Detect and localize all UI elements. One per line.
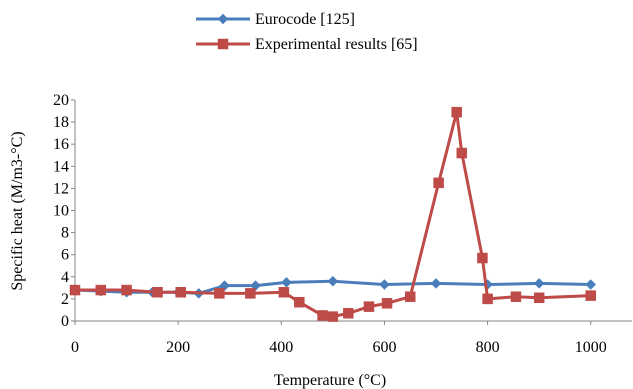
data-point — [175, 287, 186, 298]
x-tick-label: 800 — [476, 339, 500, 356]
data-point — [343, 308, 354, 319]
data-point — [533, 278, 545, 289]
x-tick-label: 200 — [166, 339, 190, 356]
data-point — [482, 293, 493, 305]
data-point — [327, 311, 339, 322]
legend-marker — [217, 38, 229, 50]
data-point — [456, 147, 468, 159]
data-point — [477, 252, 488, 264]
data-point — [95, 284, 107, 296]
y-tick-label: 20 — [53, 92, 69, 109]
data-point — [121, 284, 132, 296]
data-point — [152, 287, 163, 298]
data-point — [317, 310, 328, 321]
data-point — [381, 298, 393, 309]
y-tick-label: 8 — [61, 225, 69, 242]
data-point — [363, 301, 375, 312]
y-tick-label: 2 — [61, 291, 69, 308]
data-point — [245, 288, 256, 299]
y-tick-label: 18 — [53, 114, 69, 131]
legend-item: Experimental results [65] — [196, 36, 418, 53]
legend: Eurocode [125] Experimental results [65] — [196, 11, 418, 53]
y-tick-label: 14 — [53, 158, 69, 175]
data-point — [379, 279, 390, 290]
data-point — [214, 288, 225, 299]
legend-marker — [217, 13, 229, 25]
legend-label: Experimental results [65] — [255, 36, 418, 53]
y-tick-label: 4 — [61, 269, 69, 286]
data-point — [327, 275, 339, 287]
data-point — [533, 292, 545, 304]
legend-label: Eurocode [125] — [255, 11, 355, 28]
data-point — [404, 291, 416, 302]
data-point — [510, 291, 522, 302]
data-point — [433, 177, 444, 189]
legend-item: Eurocode [125] — [196, 11, 355, 28]
data-point — [278, 287, 290, 298]
y-tick-label: 6 — [61, 247, 69, 264]
series-layer — [69, 106, 597, 322]
series-2 — [69, 106, 596, 322]
y-tick-label: 16 — [53, 136, 69, 153]
y-axis-title: Specific heat (M/m3-°C) — [9, 131, 26, 290]
data-point — [430, 278, 442, 289]
y-tick-label: 0 — [61, 313, 69, 330]
data-point — [281, 276, 292, 288]
x-tick-label: 1000 — [575, 339, 607, 356]
data-point — [69, 284, 81, 296]
x-tick-label: 600 — [372, 339, 396, 356]
y-tick-label: 12 — [53, 180, 69, 197]
x-tick-label: 0 — [71, 339, 79, 356]
x-axis-title: Temperature (°C) — [274, 372, 386, 389]
x-tick-label: 400 — [269, 339, 293, 356]
data-point — [451, 106, 462, 118]
data-point — [585, 290, 596, 301]
y-tick-label: 10 — [53, 203, 69, 220]
data-point — [585, 279, 597, 290]
data-point — [294, 296, 305, 308]
